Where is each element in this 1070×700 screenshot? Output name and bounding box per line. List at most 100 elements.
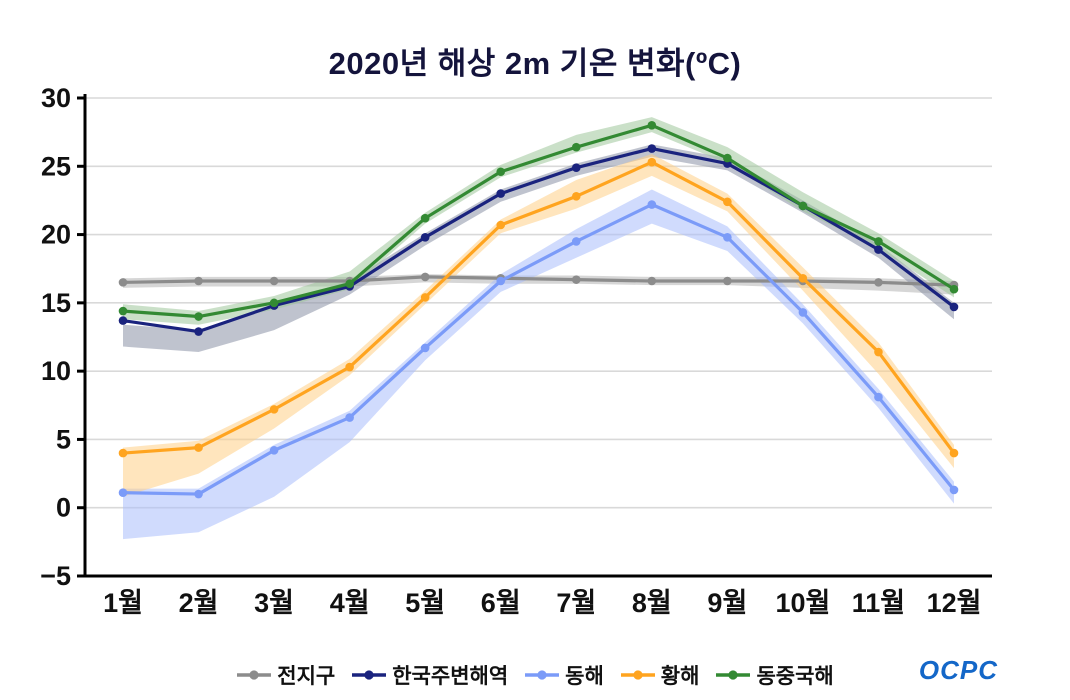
series-marker-0: [269, 276, 279, 286]
legend-marker-icon: [525, 670, 560, 680]
series-marker-4: [949, 284, 959, 294]
series-marker-2: [269, 446, 279, 455]
series-marker-2: [949, 485, 959, 495]
legend-marker-icon: [620, 670, 655, 680]
y-tick-label: 0: [56, 493, 71, 523]
y-tick-label: 15: [41, 288, 71, 318]
y-tick-label: 30: [41, 83, 71, 113]
series-marker-4: [194, 312, 203, 321]
x-tick-label: 6월: [481, 588, 521, 618]
legend-item-3: 황해: [620, 660, 700, 690]
legend-label: 한국주변해역: [392, 665, 509, 688]
line-chart: −5 0 5 10 15 20 25 30 1월 2월 3월 4월 5월 6월 7월 8월 9월 10월 11월 12…: [40, 83, 992, 618]
series-marker-1: [496, 189, 506, 198]
x-tick-label: 5월: [405, 588, 445, 618]
series-marker-2: [874, 392, 883, 402]
series-marker-3: [798, 273, 808, 283]
series-marker-4: [420, 213, 430, 223]
chart-title: 2020년 해상 2m 기온 변화(ºC): [328, 46, 742, 81]
series-marker-3: [118, 448, 128, 458]
series-marker-4: [647, 121, 657, 130]
series-marker-3: [723, 197, 732, 207]
series-marker-4: [571, 142, 581, 152]
series-marker-3: [647, 157, 657, 167]
series-marker-1: [118, 316, 128, 325]
series-marker-3: [345, 362, 354, 372]
legend-marker-icon: [716, 670, 751, 680]
series-marker-1: [194, 327, 203, 336]
series-marker-1: [571, 163, 581, 172]
series-marker-4: [269, 298, 279, 308]
series-marker-2: [647, 200, 657, 209]
y-tick-label: 10: [41, 356, 71, 386]
x-tick-label: 1월: [103, 588, 143, 618]
series-marker-3: [194, 443, 203, 452]
series-marker-3: [496, 220, 506, 230]
series-marker-3: [571, 192, 581, 201]
series-marker-4: [496, 167, 506, 177]
x-tick-label: 4월: [330, 588, 370, 618]
series-marker-4: [345, 279, 354, 289]
legend-label: 동해: [565, 665, 604, 688]
legend-item-4: 동중국해: [715, 660, 834, 690]
x-tick-label: 8월: [632, 588, 672, 618]
x-tick-label: 12월: [927, 588, 982, 618]
series-marker-0: [194, 276, 203, 286]
series-marker-0: [571, 275, 581, 284]
series-marker-2: [118, 488, 128, 497]
x-tick-label: 7월: [556, 588, 596, 618]
series-band-0: [123, 274, 954, 295]
x-tick-label: 10월: [775, 588, 830, 618]
x-tick-label: 9월: [707, 588, 747, 618]
series-marker-4: [874, 237, 883, 246]
series-marker-2: [345, 413, 354, 422]
legend: 전지구 한국주변해역 동해 황해 동중국해: [0, 660, 1070, 690]
legend-item-0: 전지구: [236, 660, 335, 690]
x-tick-label: 2월: [179, 588, 219, 618]
legend-marker-icon: [237, 670, 272, 680]
series-marker-1: [874, 245, 883, 254]
series-line-2: [121, 202, 956, 496]
series-marker-0: [420, 272, 430, 282]
x-tick-label: 11월: [852, 588, 905, 618]
y-tick-label: 20: [41, 220, 71, 250]
series-marker-2: [798, 308, 808, 317]
legend-item-2: 동해: [524, 660, 604, 690]
series-marker-0: [647, 276, 657, 286]
legend-label: 전지구: [277, 665, 336, 688]
series-marker-2: [194, 489, 203, 499]
series-marker-4: [723, 153, 732, 163]
series-marker-4: [798, 201, 808, 211]
series-marker-2: [723, 233, 732, 242]
legend-item-1: 한국주변해역: [351, 660, 508, 690]
series-marker-3: [269, 405, 279, 414]
series-marker-3: [949, 448, 959, 458]
series-marker-0: [118, 278, 128, 287]
series-band-2: [123, 189, 954, 540]
legend-marker-icon: [352, 670, 387, 680]
y-tick-label: 25: [41, 151, 71, 181]
series-marker-0: [723, 276, 732, 286]
series-marker-2: [496, 276, 506, 286]
series-marker-2: [571, 237, 581, 246]
legend-label: 동중국해: [756, 665, 834, 688]
series-marker-1: [949, 302, 959, 312]
ocpc-logo: OCPC: [918, 655, 998, 685]
series-marker-4: [118, 306, 128, 316]
series-band-1: [123, 144, 954, 353]
series-marker-1: [420, 233, 430, 242]
series-marker-0: [874, 278, 883, 287]
series-line-3: [121, 160, 956, 455]
legend-label: 황해: [660, 665, 700, 688]
x-tick-label: 3월: [254, 588, 294, 618]
y-tick-label: −5: [40, 561, 71, 591]
series-marker-3: [874, 347, 883, 357]
series-band-3: [123, 153, 954, 497]
series-marker-2: [420, 343, 430, 353]
y-tick-label: 5: [56, 424, 71, 454]
series-line-4: [121, 123, 956, 319]
series-marker-1: [647, 144, 657, 153]
series-marker-3: [420, 293, 430, 302]
series-line-0: [121, 275, 956, 287]
